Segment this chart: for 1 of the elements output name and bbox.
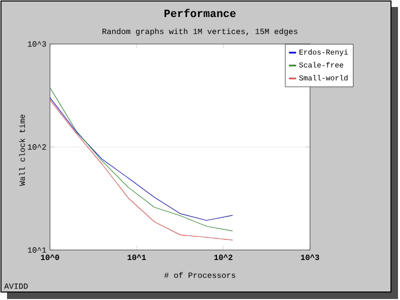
chart-title: Performance: [164, 8, 236, 18]
